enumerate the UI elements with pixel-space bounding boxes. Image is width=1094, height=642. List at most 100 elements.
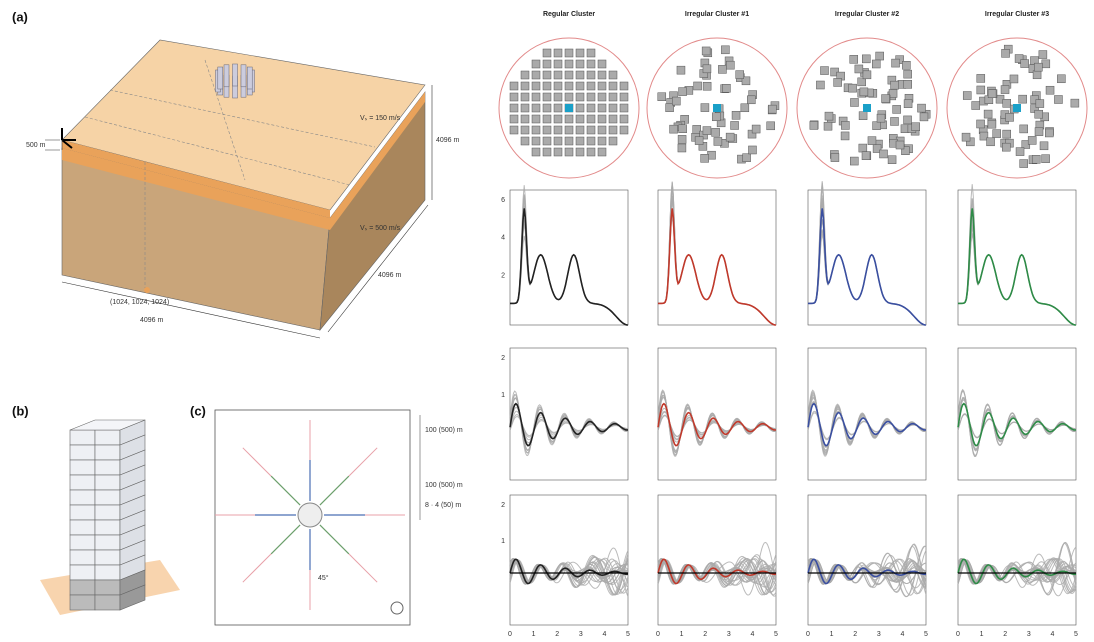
cluster-boundary: [946, 37, 1088, 179]
cube: [94, 549, 121, 566]
plot-frame: [657, 189, 777, 326]
source-point: [144, 287, 150, 293]
pile-cap: [748, 145, 757, 155]
pile-cap: [676, 65, 686, 75]
pile-cap: [701, 46, 711, 56]
pile-cap: [987, 119, 997, 129]
pile-cap: [976, 119, 985, 129]
pile-cap: [1038, 50, 1048, 59]
pile-cap: [553, 147, 563, 157]
y-tick-label: 6: [501, 197, 505, 204]
cube: [94, 519, 121, 536]
pile-cap: [597, 136, 607, 146]
pile-cap: [531, 81, 541, 91]
pile-cap: [702, 81, 712, 91]
pile-cap: [531, 103, 541, 113]
cube: [94, 534, 121, 551]
pile: [232, 63, 238, 87]
pile-cap: [1005, 113, 1014, 122]
arm: [319, 524, 350, 555]
pile-cap: [862, 70, 872, 80]
pile-cap: [751, 124, 761, 134]
pile-cap: [693, 81, 702, 91]
pile-cap: [857, 77, 866, 87]
x-tick-label: 2: [555, 631, 559, 638]
source-label: (1024, 1024, 1024): [110, 299, 169, 306]
pile-cap: [608, 103, 618, 113]
pile-cap: [816, 80, 825, 90]
pile-cap: [850, 98, 859, 107]
pile-cap: [619, 103, 629, 113]
pile-cap: [1019, 159, 1028, 168]
mean-curve: [958, 208, 1077, 326]
pile-cap: [619, 114, 629, 124]
vs-top: Vₛ = 150 m/s: [360, 115, 401, 122]
pile-cap: [542, 114, 552, 124]
realization: [957, 546, 1077, 597]
plot-frame: [957, 494, 1077, 626]
cluster-title: Irregular Cluster #1: [685, 11, 749, 18]
pile-cap: [1015, 147, 1025, 156]
pile-cap: [531, 125, 541, 135]
pile-cap: [520, 70, 530, 80]
pile-cap: [1002, 129, 1011, 139]
pile-cap: [879, 149, 888, 159]
pile-cap: [887, 155, 897, 164]
pile-cap: [1009, 74, 1019, 84]
pile-cap: [542, 59, 552, 69]
pile: [223, 64, 230, 88]
pile-cap: [531, 136, 541, 146]
pile: [246, 66, 253, 90]
pile-cap: [553, 59, 563, 69]
pile-cap: [850, 156, 859, 166]
pile-cap: [564, 81, 574, 91]
pile-cap: [1054, 95, 1063, 104]
pile-cap: [509, 114, 519, 124]
layer-label: 500 m: [26, 142, 46, 149]
pile-cap: [509, 125, 519, 135]
pile-cap: [876, 113, 886, 123]
pile-cap: [1041, 59, 1051, 69]
pile-cap: [986, 137, 995, 147]
pile-cap: [840, 131, 850, 141]
arm: [319, 475, 350, 506]
pile-cap: [575, 59, 585, 69]
pile-cap: [564, 92, 574, 102]
x-tick-label: 3: [877, 631, 881, 638]
pile-cap: [966, 137, 975, 147]
pile-cap: [1034, 62, 1043, 72]
target-pile: [713, 104, 721, 112]
cube: [69, 519, 96, 536]
pile-cap: [881, 94, 890, 103]
cube: [94, 564, 121, 581]
pile-cap: [678, 124, 687, 133]
pile-cap: [987, 89, 997, 98]
pile-cap: [1027, 136, 1037, 145]
pile-cap: [1035, 99, 1045, 108]
width-y-label: 4096 m: [378, 272, 402, 279]
x-tick-label: 3: [1027, 631, 1031, 638]
cube: [94, 489, 121, 506]
cube: [69, 549, 96, 566]
pile-cap: [722, 83, 731, 93]
pile-cluster: [215, 63, 255, 99]
pile-cap: [531, 59, 541, 69]
pile-cap: [902, 61, 911, 70]
pile-cap: [742, 153, 751, 162]
pile-cap: [694, 136, 704, 145]
pile-cap: [848, 83, 857, 93]
pile-cap: [747, 95, 756, 105]
pile-cap: [1034, 109, 1043, 119]
cube-side: [119, 584, 146, 611]
pile-cap: [531, 147, 541, 157]
plot-frame: [509, 494, 629, 626]
pile-cap: [702, 64, 712, 74]
cube: [69, 444, 96, 461]
pile-cap: [531, 114, 541, 124]
pile-cap: [608, 81, 618, 91]
pile-cap: [586, 125, 596, 135]
pile-cap: [859, 87, 869, 97]
pile-cap: [862, 54, 871, 64]
pile-cap: [809, 121, 819, 130]
arm-outer: [348, 553, 378, 583]
